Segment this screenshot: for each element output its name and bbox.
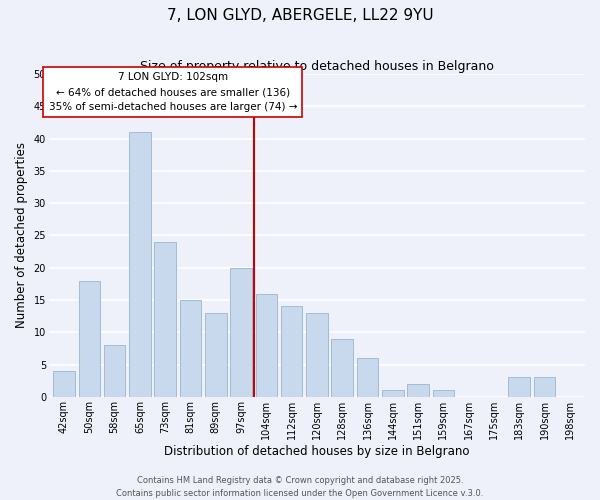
Bar [508,378,530,397]
Bar [104,345,125,397]
Bar [534,378,555,397]
Text: 7 LON GLYD: 102sqm
← 64% of detached houses are smaller (136)
35% of semi-detach: 7 LON GLYD: 102sqm ← 64% of detached hou… [49,72,297,112]
Bar [382,390,404,397]
Title: Size of property relative to detached houses in Belgrano: Size of property relative to detached ho… [140,60,494,73]
Bar [433,390,454,397]
Bar [331,338,353,397]
Text: Contains HM Land Registry data © Crown copyright and database right 2025.
Contai: Contains HM Land Registry data © Crown c… [116,476,484,498]
Bar [154,242,176,397]
Bar [357,358,378,397]
Bar [281,306,302,397]
Bar [256,294,277,397]
Bar [53,371,75,397]
Bar [79,280,100,397]
Bar [407,384,429,397]
Bar [129,132,151,397]
Text: 7, LON GLYD, ABERGELE, LL22 9YU: 7, LON GLYD, ABERGELE, LL22 9YU [167,8,433,22]
Bar [205,313,227,397]
Bar [230,268,252,397]
Bar [180,300,201,397]
Y-axis label: Number of detached properties: Number of detached properties [15,142,28,328]
X-axis label: Distribution of detached houses by size in Belgrano: Distribution of detached houses by size … [164,444,470,458]
Bar [306,313,328,397]
